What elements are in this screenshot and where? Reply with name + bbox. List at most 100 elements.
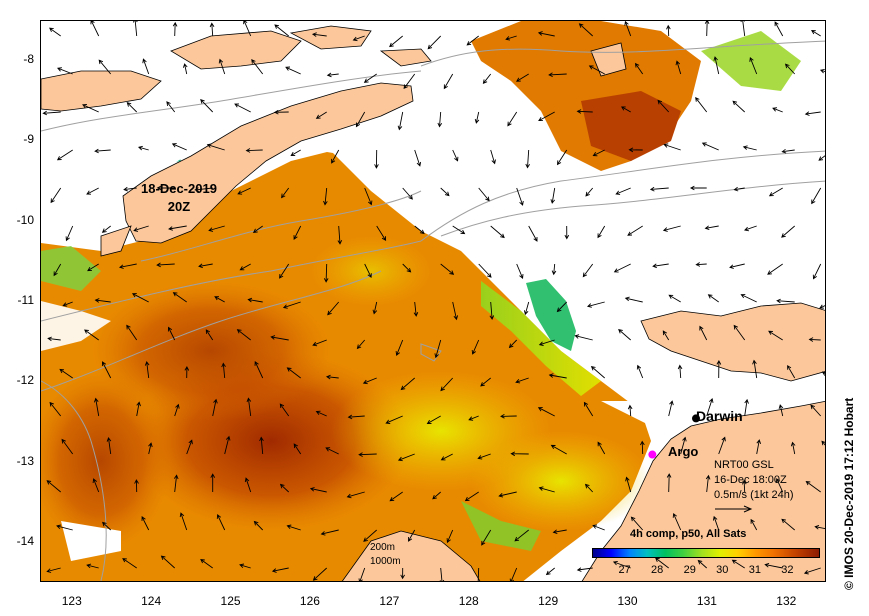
current-arrow-icon [695,97,708,113]
sst-north-patch [471,21,701,171]
current-arrow-icon [42,110,61,116]
current-arrow-icon [552,529,567,535]
current-arrow-icon [452,149,459,162]
lon-tick-label: 125 [220,594,241,608]
current-arrow-icon [102,521,112,531]
current-arrow-icon [210,473,216,492]
current-arrow-icon [781,225,795,238]
current-arrow-icon [707,294,719,303]
current-arrow-icon [224,435,231,455]
current-arrow-icon [311,32,327,37]
colorbar-tick-label: 27 [618,564,631,576]
current-arrow-icon [271,567,289,573]
current-arrow-icon [87,263,99,272]
current-arrow-icon [672,512,682,531]
current-arrow-icon [397,453,415,462]
current-arrow-icon [200,558,213,569]
current-arrow-icon [414,149,422,167]
current-arrow-icon [584,483,594,493]
date-label-date: 18-Dec-2019 [141,181,217,196]
current-arrow-icon [347,414,365,420]
info-product: NRT00 GSL [714,459,774,471]
current-arrow-icon [680,436,687,455]
current-arrow-icon [500,414,517,419]
current-arrow-icon [403,73,416,90]
lon-tick-label: 130 [617,594,638,608]
current-arrow-icon [93,397,100,417]
current-arrow-icon [239,563,251,569]
current-arrow-icon [326,72,339,78]
current-arrow-icon [556,301,568,313]
current-arrow-icon [744,225,757,232]
current-arrow-icon [768,187,783,197]
current-arrow-icon [133,225,149,232]
australia-mainland [581,400,825,581]
current-arrow-icon [440,263,455,275]
current-arrow-icon [639,440,645,455]
current-arrow-icon [254,360,264,379]
current-arrow-icon [94,298,111,303]
current-arrow-icon [805,480,821,493]
current-arrow-icon [208,225,225,232]
current-arrow-icon [592,149,605,157]
current-arrow-icon [528,225,538,242]
current-arrow-icon [733,324,746,341]
current-arrow-icon [101,361,112,379]
current-arrow-icon [126,324,138,341]
current-arrow-icon [184,365,190,379]
current-arrow-icon [523,301,530,316]
current-arrow-icon [592,524,605,531]
current-arrow-icon [618,328,631,341]
current-arrow-icon [86,563,99,569]
current-arrow-icon [657,99,670,113]
current-arrow-icon [126,102,138,113]
current-arrow-icon [160,555,176,569]
current-arrow-icon [253,520,264,531]
current-arrow-icon [516,187,524,206]
current-arrow-icon [537,407,555,417]
current-arrow-icon [490,149,496,165]
current-arrow-icon [286,367,301,379]
lon-tick-label: 124 [141,594,162,608]
current-arrow-icon [214,296,225,303]
current-arrow-icon [516,73,529,82]
current-arrow-icon [86,187,99,195]
lat-tick-label: -13 [16,453,34,468]
current-arrow-icon [186,439,193,455]
current-arrow-icon [498,491,517,498]
current-arrow-icon [574,334,593,341]
current-arrow-icon [374,149,379,169]
argo-label: Argo [668,444,699,459]
current-arrow-icon [174,403,180,417]
current-arrow-icon [90,21,100,37]
depth-legend: 200m 1000m [370,541,401,569]
current-arrow-icon [697,559,707,569]
current-arrow-icon [98,59,112,75]
current-arrow-icon [588,65,605,75]
darwin-label: Darwin [696,408,743,424]
current-arrow-icon [432,491,441,500]
current-arrow-icon [481,529,492,546]
colorbar-tick-label: 31 [748,564,761,576]
colorbar-tick-label: 28 [651,564,664,576]
current-arrow-icon [810,404,822,417]
current-arrow-icon [781,148,795,154]
current-arrow-icon [625,476,632,493]
current-arrow-icon [666,473,672,493]
current-arrow-icon [477,567,480,581]
current-arrow-icon [515,377,529,384]
current-arrow-icon [400,377,415,391]
current-arrow-icon [704,225,719,231]
current-arrow-icon [372,301,378,315]
current-arrow-icon [194,187,213,192]
current-arrow-icon [744,398,749,417]
current-arrow-icon [752,359,758,379]
current-arrow-icon [576,567,593,572]
current-arrow-icon [819,304,825,309]
current-arrow-icon [729,263,745,269]
current-arrow-icon [82,104,99,113]
current-arrow-icon [46,567,61,573]
lon-tick-label: 129 [538,594,559,608]
current-arrow-icon [718,436,726,455]
current-arrow-icon [733,186,745,192]
